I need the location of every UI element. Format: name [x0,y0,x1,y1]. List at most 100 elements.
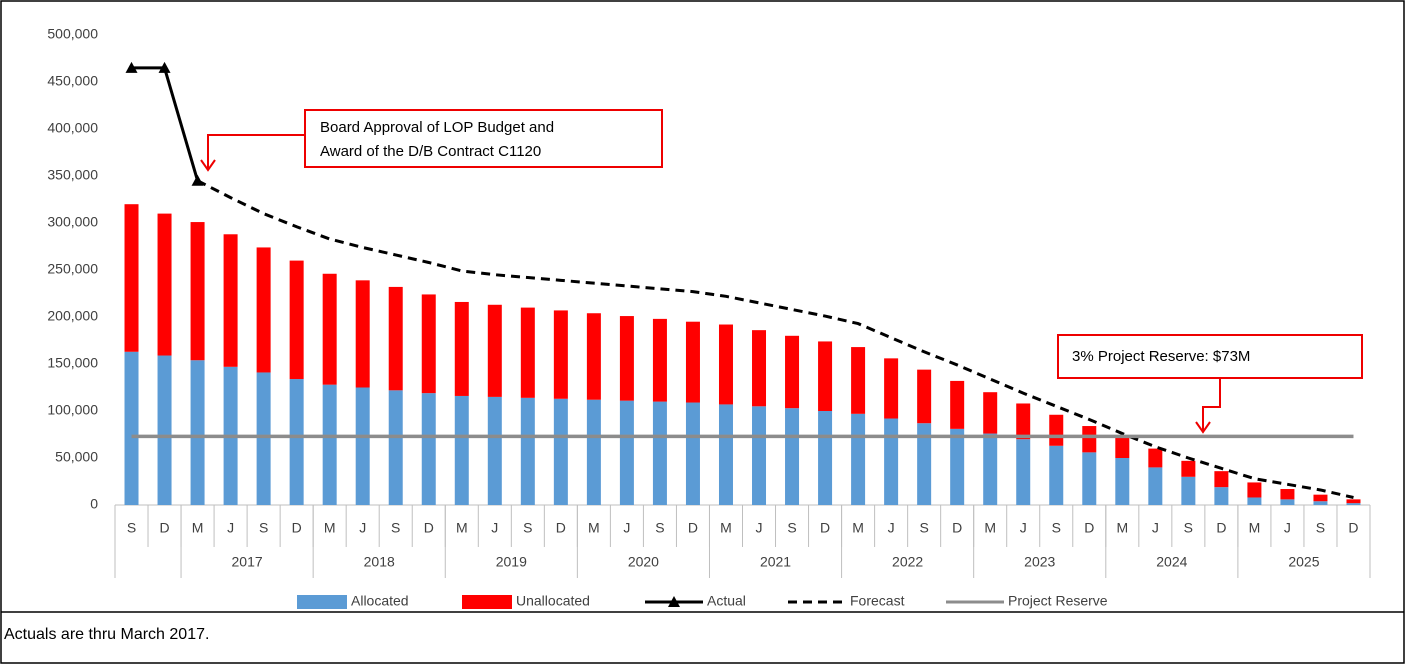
x-group-label: 2024 [1156,554,1187,570]
bar-segment [157,213,172,356]
x-group-label: 2019 [496,554,527,570]
bar-segment [1049,414,1064,446]
bar-segment [752,406,767,505]
bar-segment [388,390,403,505]
x-tick-label: M [984,520,996,536]
bar-segment [652,401,667,505]
x-tick-label: D [952,520,962,536]
bar-segment [785,408,800,505]
bar-segment [322,273,337,385]
bar-segment [1082,426,1097,453]
x-tick-label: S [787,520,796,536]
bar-segment [256,247,271,373]
y-tick-label: 100,000 [47,402,98,418]
arrow-head [1195,421,1211,434]
x-tick-label: S [1316,520,1325,536]
x-tick-label: M [1116,520,1128,536]
bar-segment [1181,476,1196,505]
legend-label: Actual [707,593,746,609]
x-tick-label: M [852,520,864,536]
x-tick-label: M [324,520,336,536]
bar-segment [685,402,700,505]
legend-swatch [297,595,347,609]
marker [125,61,138,73]
x-tick-label: S [391,520,400,536]
bar-segment [553,310,568,399]
legend-label: Forecast [850,593,905,609]
bar-segment [520,397,535,505]
bar-segment [950,380,965,429]
x-tick-label: D [1348,520,1358,536]
x-tick-label: D [292,520,302,536]
bar-segment [454,395,469,505]
bar-segment [1247,497,1262,505]
bar-segment [1115,458,1130,505]
bar-segment [1346,499,1361,504]
x-tick-label: J [491,520,498,536]
annotation: 3% Project Reserve: $73M [1057,334,1363,434]
x-group-label: 2017 [232,554,263,570]
x-tick-label: J [227,520,234,536]
x-tick-label: J [623,520,630,536]
y-tick-label: 500,000 [47,26,98,42]
bar-segment [619,316,634,401]
bar-segment [851,413,866,505]
bar-segment [851,347,866,414]
x-tick-label: J [1152,520,1159,536]
x-tick-label: D [820,520,830,536]
bar-segment [1049,445,1064,505]
x-tick-label: M [192,520,204,536]
bar-segment [1115,437,1130,458]
x-tick-label: D [688,520,698,536]
footnote: Actuals are thru March 2017. [4,626,209,643]
y-tick-label: 450,000 [47,73,98,89]
bar-segment [1082,452,1097,505]
x-tick-label: S [655,520,664,536]
y-tick-label: 300,000 [47,214,98,230]
x-tick-label: M [1249,520,1261,536]
bar-segment [1313,501,1328,505]
x-group-label: 2018 [364,554,395,570]
bar-segment [1181,460,1196,477]
bar-segment [487,396,502,505]
x-tick-label: J [756,520,763,536]
x-tick-label: D [1084,520,1094,536]
x-tick-label: S [259,520,268,536]
annotation: Board Approval of LOP Budget and Award o… [200,109,663,172]
legend-label: Project Reserve [1008,593,1108,609]
x-tick-label: D [1216,520,1226,536]
bar-segment [917,369,932,424]
bar-segment [917,423,932,505]
x-tick-label: D [159,520,169,536]
annotation-text: 3% Project Reserve: $73M [1072,348,1250,365]
annotation-text: Award of the D/B Contract C1120 [320,143,541,160]
x-group-label: 2022 [892,554,923,570]
y-tick-label: 200,000 [47,308,98,324]
bar-segment [1346,503,1361,505]
bar-segment [157,355,172,505]
x-tick-label: J [1284,520,1291,536]
bar-segment [685,321,700,403]
bar-segment [718,324,733,405]
bar-segment [983,392,998,434]
bar-segment [355,280,370,388]
bar-segment [1016,403,1031,440]
annotation-box [1057,334,1363,379]
y-tick-label: 50,000 [55,449,98,465]
bar-segment [322,384,337,505]
bar-segment [1280,499,1295,505]
x-tick-label: J [359,520,366,536]
legend-marker [668,596,680,607]
x-tick-label: S [1184,520,1193,536]
bar-segment [752,330,767,407]
bar-segment [421,393,436,505]
bar-segment [190,360,205,505]
bar-segment [1280,489,1295,500]
bar-segment [586,399,601,505]
line-series [196,179,1354,499]
x-tick-label: S [523,520,532,536]
bar-segment [884,418,899,505]
annotation-arrow [1202,378,1221,430]
bar-segment [355,387,370,505]
